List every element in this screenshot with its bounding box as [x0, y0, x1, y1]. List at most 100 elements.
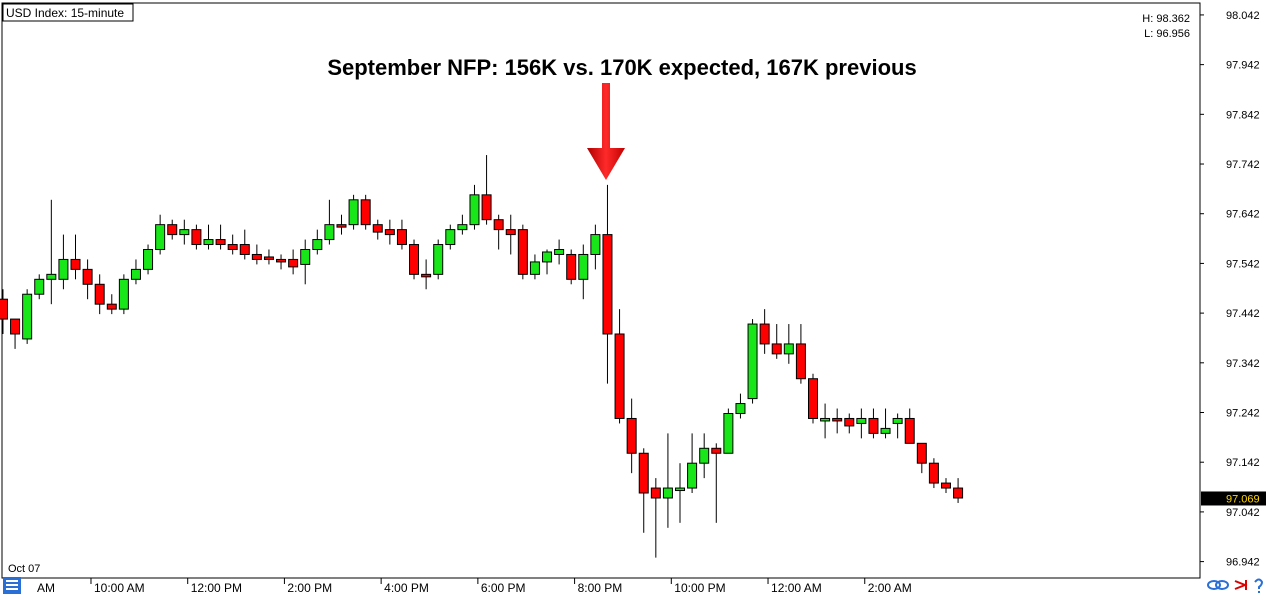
candle-body	[215, 239, 226, 246]
candle-body	[505, 229, 516, 236]
candle-body	[953, 487, 964, 499]
candle-body	[130, 268, 141, 280]
candle-body	[58, 258, 69, 280]
x-tick-label: 10:00 PM	[674, 581, 725, 595]
high-label: H: 98.362	[1142, 13, 1190, 25]
candle-body	[820, 417, 831, 422]
candle-body	[868, 417, 879, 434]
y-tick-label: 98.042	[1226, 10, 1260, 22]
candle-body	[566, 253, 577, 280]
candle-body	[481, 194, 492, 221]
candle-body	[143, 248, 154, 270]
candle-body	[445, 229, 456, 246]
candle-body	[916, 442, 927, 464]
date-label: Oct 07	[8, 563, 40, 575]
y-tick-label: 97.142	[1226, 457, 1260, 469]
candle-body	[529, 261, 540, 275]
candle-body	[191, 229, 202, 246]
candle-body	[324, 224, 335, 241]
candle-body	[807, 378, 818, 419]
candle-body	[22, 293, 33, 340]
link-icon[interactable]	[1207, 580, 1221, 590]
candle-body	[421, 273, 432, 278]
candle-body	[167, 224, 178, 236]
nav-icon[interactable]	[1234, 580, 1248, 590]
y-tick-label: 97.042	[1226, 507, 1260, 519]
candle-body	[687, 462, 698, 489]
y-tick-label: 97.542	[1226, 258, 1260, 270]
candle-body	[155, 224, 166, 250]
candle-body	[372, 224, 383, 233]
candle-body	[336, 224, 347, 228]
help-icon[interactable]	[1254, 578, 1264, 594]
candle-body	[94, 283, 105, 305]
y-tick-label: 97.742	[1226, 159, 1260, 171]
candle-body	[747, 323, 758, 400]
candle-body	[179, 229, 190, 236]
candle-body	[735, 403, 746, 415]
y-tick-label: 97.442	[1226, 308, 1260, 320]
x-tick-label: 12:00 AM	[771, 581, 822, 595]
menu-icon-line	[6, 588, 18, 590]
candle-body	[711, 447, 722, 454]
annotation: September NFP: 156K vs. 170K expected, 1…	[327, 55, 916, 80]
candle-body	[832, 417, 843, 422]
x-tick-label: 10:00 AM	[94, 581, 145, 595]
candle-body	[384, 229, 395, 236]
candle-body	[614, 333, 625, 419]
candle-body	[844, 417, 855, 427]
candle-body	[856, 417, 867, 424]
candle-body	[880, 427, 891, 434]
x-tick-label: 8:00 PM	[578, 581, 623, 595]
candle-body	[288, 258, 299, 268]
link-icon[interactable]	[1215, 580, 1229, 590]
candle-body	[203, 239, 214, 246]
candle-body	[251, 253, 262, 260]
candle-body	[348, 199, 359, 226]
candle-body	[409, 244, 420, 275]
candle-body	[396, 229, 407, 246]
x-tick-label: 2:00 PM	[287, 581, 332, 595]
candle-body	[542, 251, 553, 263]
candle-body	[469, 194, 480, 226]
candle-body	[675, 487, 686, 492]
x-tick-label: 6:00 PM	[481, 581, 526, 595]
candle-body	[82, 268, 93, 285]
candle-body	[904, 417, 915, 444]
y-tick-label: 97.842	[1226, 109, 1260, 121]
candle-body	[578, 253, 589, 280]
candle-body	[517, 229, 528, 275]
candle-body	[759, 323, 770, 345]
candle-body	[118, 278, 129, 310]
candle-body	[723, 413, 734, 454]
title-box	[2, 3, 134, 22]
candle-body	[493, 219, 504, 231]
candle-body	[10, 318, 21, 335]
candle-body	[795, 343, 806, 380]
candle-body	[239, 244, 250, 255]
candle-body	[699, 447, 710, 464]
last-price-label: 97.069	[1226, 493, 1260, 505]
candle-body	[650, 487, 661, 499]
candle-body	[783, 343, 794, 355]
candle-body	[554, 248, 565, 255]
candle-body	[457, 224, 468, 231]
x-tick-label: 2:00 AM	[868, 581, 912, 595]
candle-body	[360, 199, 371, 226]
candle-body	[940, 482, 951, 489]
menu-icon-line	[6, 580, 18, 582]
low-label: L: 96.956	[1144, 28, 1190, 40]
candle-body	[0, 298, 8, 320]
x-tick-label: 12:00 PM	[191, 581, 242, 595]
last-price-box	[1201, 491, 1266, 506]
candle-body	[106, 303, 117, 310]
candle-body	[602, 234, 613, 335]
candle-body	[227, 244, 238, 250]
candle-body	[626, 417, 637, 454]
candle-body	[300, 248, 311, 265]
candle-body	[662, 487, 673, 499]
y-tick-label: 97.342	[1226, 358, 1260, 370]
y-tick-label: 96.942	[1226, 557, 1260, 569]
candle-body	[263, 256, 274, 260]
